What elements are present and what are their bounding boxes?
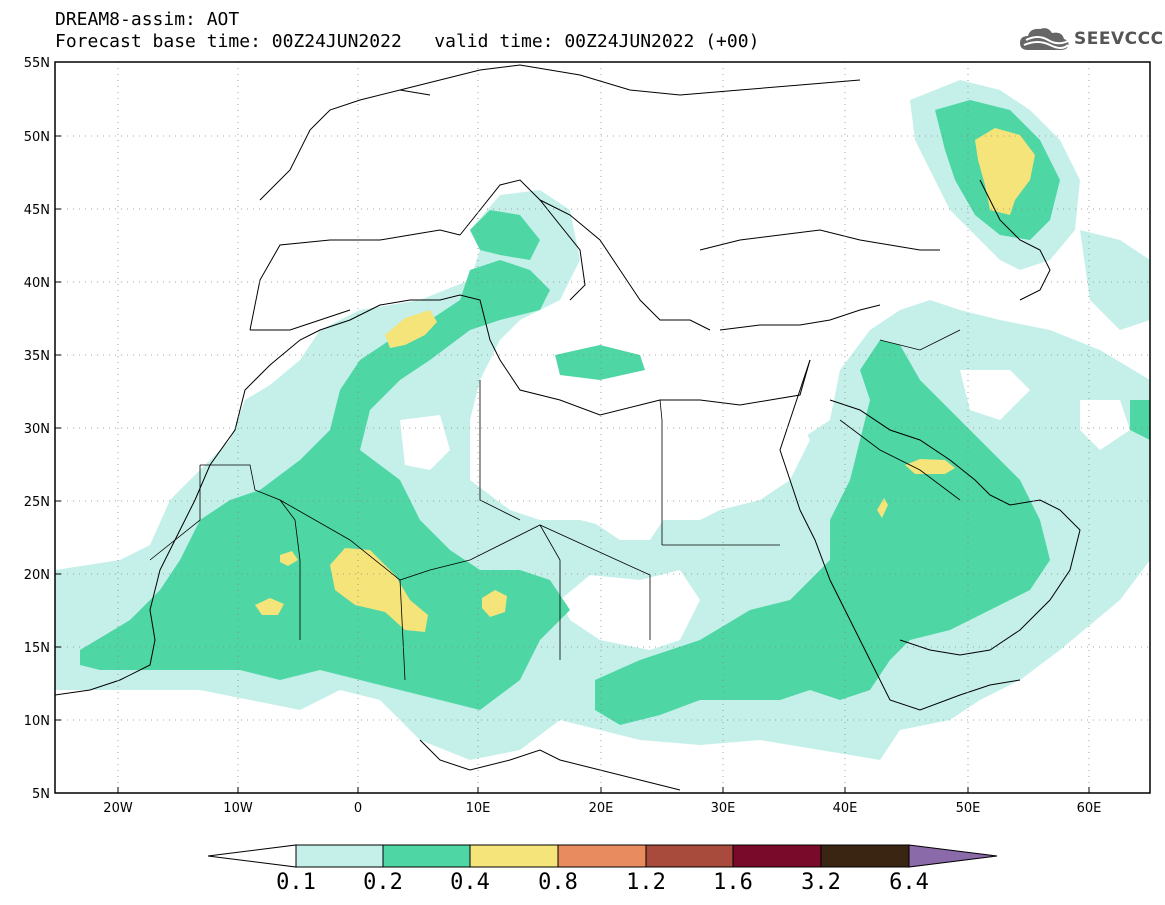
- lat-label: 15N: [24, 641, 50, 656]
- lon-label: 10W: [223, 801, 253, 816]
- colorbar-segment: [382, 844, 471, 868]
- colorbar-low-arrow: [207, 844, 297, 868]
- colorbar-label: 0.8: [538, 870, 578, 895]
- aot-level-0-2: [80, 100, 1150, 725]
- borders: [149, 329, 961, 681]
- lat-label: 25N: [24, 495, 50, 510]
- valid-time: valid time: 00Z24JUN2022 (+00): [434, 31, 760, 52]
- colorbar-label: 0.2: [363, 870, 403, 895]
- colorbar-label: 1.2: [626, 870, 666, 895]
- lat-labels: 5N 10N 15N 20N 25N 30N 35N 40N 45N 50N 5…: [24, 56, 50, 802]
- colorbar-segment: [295, 844, 384, 868]
- lon-label: 0: [354, 801, 362, 816]
- lat-label: 5N: [32, 787, 50, 802]
- lon-label: 30E: [711, 801, 736, 816]
- lat-label: 55N: [24, 56, 50, 71]
- lon-label: 50E: [956, 801, 981, 816]
- lon-labels: 20W 10W 0 10E 20E 30E 40E 50E 60E: [103, 801, 1101, 816]
- lat-label: 40N: [24, 276, 50, 291]
- colorbar-segment: [557, 844, 647, 868]
- lat-label: 45N: [24, 203, 50, 218]
- colorbar-label: 0.1: [276, 870, 316, 895]
- coastlines: [55, 64, 1081, 791]
- cloud-icon: [1020, 28, 1069, 50]
- aot-low-holes: [400, 370, 1130, 650]
- lat-label: 35N: [24, 349, 50, 364]
- aot-fields: [55, 80, 1150, 760]
- lon-label: 20E: [589, 801, 614, 816]
- lat-label: 30N: [24, 422, 50, 437]
- colorbar-high-arrow: [908, 844, 998, 868]
- lat-label: 10N: [24, 714, 50, 729]
- colorbar-label: 1.6: [713, 870, 753, 895]
- colorbar-label: 6.4: [889, 870, 929, 895]
- lon-ticks: [117, 787, 1090, 793]
- colorbar-segment: [820, 844, 910, 868]
- lat-label: 50N: [24, 130, 50, 145]
- lat-ticks: [55, 61, 61, 794]
- map-subtitle: Forecast base time: 00Z24JUN2022 valid t…: [55, 32, 759, 52]
- lat-label: 20N: [24, 568, 50, 583]
- logo-text: SEEVCCC: [1074, 29, 1164, 49]
- colorbar-segment: [469, 844, 559, 868]
- colorbar: [207, 844, 998, 868]
- colorbar-label: 3.2: [801, 870, 841, 895]
- colorbar-label: 0.4: [450, 870, 490, 895]
- aot-level-0-4: [255, 128, 1035, 632]
- colorbar-segment: [732, 844, 822, 868]
- colorbar-segment: [645, 844, 734, 868]
- gridlines: [55, 62, 1150, 793]
- lon-label: 20W: [103, 801, 133, 816]
- base-time: Forecast base time: 00Z24JUN2022: [55, 31, 402, 52]
- seevccc-logo: SEEVCCC: [1018, 26, 1164, 52]
- map-title: DREAM8-assim: AOT: [55, 9, 240, 30]
- lon-label: 10E: [466, 801, 491, 816]
- lon-label: 40E: [833, 801, 858, 816]
- lon-label: 60E: [1077, 801, 1102, 816]
